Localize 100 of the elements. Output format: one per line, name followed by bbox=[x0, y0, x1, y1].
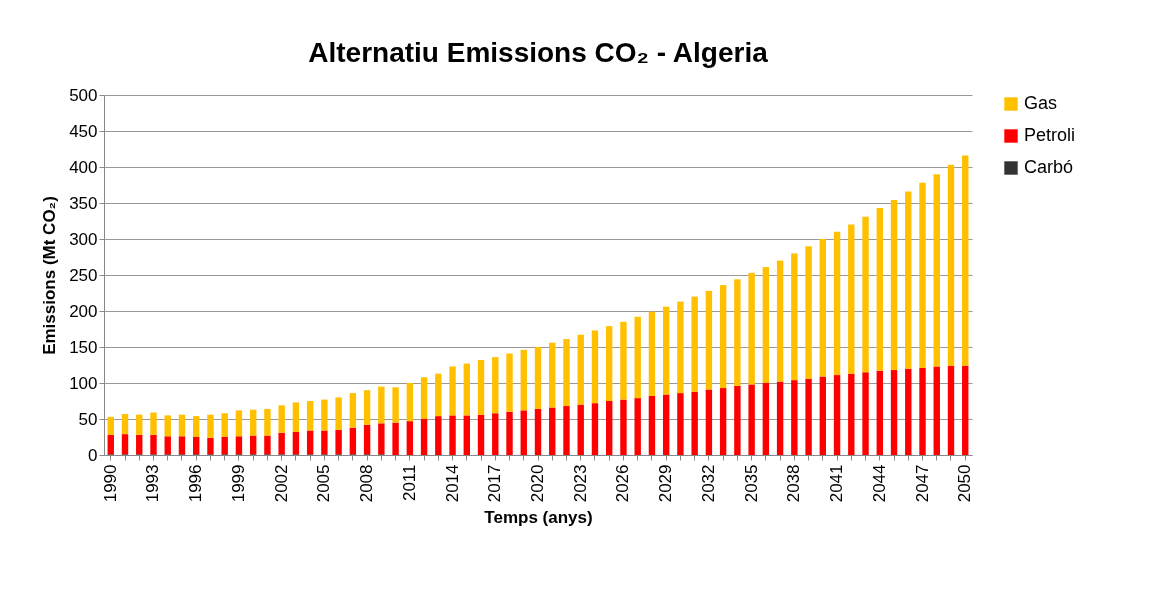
bar bbox=[221, 437, 228, 455]
bar bbox=[563, 406, 570, 455]
x-tick-label: 2002 bbox=[271, 464, 291, 503]
bar bbox=[520, 410, 527, 455]
bar bbox=[435, 416, 442, 455]
bar bbox=[862, 372, 869, 455]
bar bbox=[890, 370, 898, 455]
bar bbox=[534, 408, 542, 455]
legend-label: Petroli bbox=[1024, 125, 1076, 145]
bar bbox=[506, 353, 513, 412]
bar bbox=[264, 435, 271, 455]
bar bbox=[378, 386, 385, 424]
bar bbox=[292, 402, 300, 432]
bar bbox=[719, 388, 727, 455]
bar bbox=[591, 330, 599, 404]
bar bbox=[193, 437, 200, 455]
bar bbox=[534, 347, 542, 409]
bar bbox=[463, 363, 470, 416]
bar bbox=[947, 164, 955, 366]
bar bbox=[136, 414, 143, 435]
bar bbox=[150, 412, 157, 435]
bar bbox=[306, 401, 314, 431]
bar bbox=[278, 432, 285, 455]
y-tick-label: 200 bbox=[69, 301, 98, 321]
chart-title: Alternatiu Emissions CO₂ - Algeria bbox=[308, 37, 769, 68]
bar bbox=[677, 393, 684, 455]
bar bbox=[207, 414, 214, 438]
bar bbox=[620, 399, 627, 455]
bar bbox=[378, 423, 385, 455]
bar bbox=[819, 239, 827, 377]
bar bbox=[677, 301, 684, 394]
bar bbox=[164, 415, 171, 437]
bar bbox=[520, 349, 527, 411]
x-tick-label: 1993 bbox=[143, 464, 163, 503]
bar bbox=[876, 208, 883, 371]
bar bbox=[107, 416, 114, 435]
bar bbox=[306, 430, 314, 455]
bar bbox=[577, 404, 584, 455]
bar bbox=[862, 216, 869, 373]
bar bbox=[791, 380, 798, 455]
bar bbox=[719, 285, 727, 389]
bar bbox=[705, 290, 713, 390]
bar bbox=[805, 378, 812, 455]
bar bbox=[933, 174, 940, 367]
bar bbox=[734, 279, 741, 386]
bar bbox=[947, 365, 955, 455]
bar bbox=[264, 408, 271, 436]
bar bbox=[648, 395, 656, 455]
bar bbox=[962, 155, 969, 366]
bar bbox=[549, 407, 556, 455]
bar bbox=[890, 200, 898, 371]
bar bbox=[606, 401, 613, 455]
bar bbox=[833, 375, 841, 455]
bar bbox=[933, 366, 940, 455]
bar bbox=[435, 373, 442, 417]
bar bbox=[449, 366, 456, 416]
bar bbox=[420, 377, 428, 419]
bar bbox=[221, 413, 228, 437]
bar bbox=[150, 434, 157, 455]
bar bbox=[349, 427, 357, 455]
bar bbox=[463, 415, 470, 455]
bar bbox=[121, 413, 129, 435]
bar bbox=[691, 391, 698, 455]
bar bbox=[406, 383, 414, 422]
bar bbox=[962, 365, 969, 455]
bar bbox=[606, 326, 613, 401]
bar bbox=[648, 311, 656, 396]
y-tick-label: 450 bbox=[69, 121, 98, 141]
legend-label: Carbó bbox=[1024, 157, 1074, 177]
x-tick-label: 2008 bbox=[357, 464, 377, 503]
bar bbox=[577, 334, 584, 405]
bar bbox=[662, 306, 670, 395]
bar bbox=[363, 390, 371, 425]
y-tick-label: 100 bbox=[69, 373, 98, 393]
x-tick-label: 2038 bbox=[784, 464, 804, 503]
x-tick-label: 1990 bbox=[100, 464, 120, 503]
bar bbox=[449, 415, 456, 455]
x-tick-label: 2044 bbox=[869, 464, 889, 503]
bar bbox=[392, 422, 399, 455]
x-axis-title: Temps (anys) bbox=[484, 508, 593, 528]
bar bbox=[848, 373, 855, 455]
bar bbox=[634, 398, 641, 455]
x-tick-label: 1996 bbox=[186, 464, 206, 503]
bar bbox=[492, 357, 499, 414]
bar bbox=[107, 434, 114, 455]
bar bbox=[178, 414, 186, 437]
bar bbox=[776, 260, 784, 382]
bar bbox=[335, 397, 342, 430]
bar bbox=[919, 367, 926, 455]
bar bbox=[477, 359, 485, 415]
bar bbox=[919, 182, 926, 368]
bar bbox=[492, 413, 499, 455]
bar bbox=[876, 370, 883, 455]
y-tick-label: 150 bbox=[69, 337, 98, 357]
legend-label: Gas bbox=[1024, 93, 1058, 113]
y-axis-title: Emissions (Mt CO₂) bbox=[40, 196, 60, 355]
bar bbox=[235, 436, 243, 455]
x-tick-label: 1999 bbox=[228, 464, 248, 503]
bar bbox=[563, 339, 570, 407]
bar bbox=[734, 385, 741, 455]
